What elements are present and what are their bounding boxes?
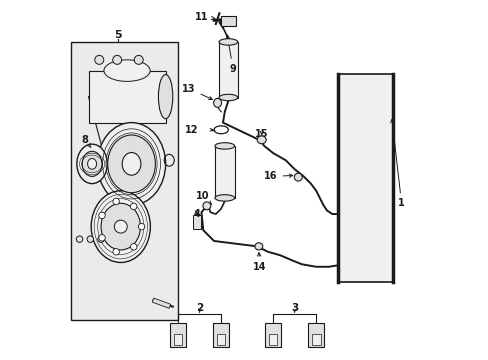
Bar [213, 323, 228, 347]
Ellipse shape [87, 158, 96, 169]
Ellipse shape [134, 55, 143, 64]
Ellipse shape [294, 173, 302, 181]
Circle shape [99, 212, 105, 219]
Bar [265, 323, 281, 347]
Text: 10: 10 [195, 191, 211, 204]
Text: 4: 4 [193, 210, 200, 220]
Ellipse shape [122, 153, 141, 175]
Ellipse shape [257, 136, 265, 144]
Ellipse shape [82, 151, 102, 176]
Ellipse shape [214, 143, 234, 149]
Ellipse shape [107, 135, 155, 193]
Text: 3: 3 [290, 303, 298, 313]
Bar [337, 74, 392, 282]
Text: 7: 7 [137, 159, 146, 169]
Ellipse shape [254, 243, 262, 250]
Circle shape [76, 236, 82, 242]
Ellipse shape [91, 191, 150, 262]
Ellipse shape [203, 202, 210, 210]
Ellipse shape [101, 203, 140, 250]
Bar [219, 42, 237, 98]
Text: 5: 5 [114, 30, 122, 40]
Circle shape [114, 220, 127, 233]
Bar [214, 146, 234, 198]
Circle shape [113, 248, 119, 255]
Bar [311, 334, 320, 345]
Ellipse shape [219, 39, 237, 45]
Text: 15: 15 [254, 129, 268, 139]
Text: 1: 1 [390, 119, 404, 208]
Circle shape [98, 236, 104, 242]
Ellipse shape [97, 123, 165, 205]
Bar [152, 298, 170, 308]
Ellipse shape [219, 94, 237, 101]
Text: 14: 14 [252, 253, 266, 272]
Bar [70, 42, 178, 320]
Text: 6: 6 [115, 216, 122, 226]
Circle shape [130, 244, 137, 250]
Text: 11: 11 [195, 12, 214, 22]
Bar [192, 215, 201, 229]
Circle shape [113, 198, 119, 205]
Text: 8: 8 [81, 135, 91, 148]
Bar [221, 16, 235, 26]
Circle shape [138, 224, 144, 230]
Circle shape [87, 236, 93, 242]
Bar [174, 334, 182, 345]
Ellipse shape [213, 98, 221, 107]
Text: 13: 13 [182, 84, 212, 100]
Ellipse shape [214, 195, 234, 201]
Ellipse shape [95, 55, 103, 64]
Circle shape [130, 203, 137, 210]
Bar [268, 334, 277, 345]
Text: 16: 16 [264, 171, 292, 181]
Ellipse shape [77, 144, 107, 184]
Text: 2: 2 [196, 303, 203, 313]
Text: 12: 12 [184, 125, 198, 135]
Circle shape [99, 235, 105, 241]
Bar [88, 71, 165, 123]
Bar [217, 334, 225, 345]
Bar [308, 323, 324, 347]
Bar [170, 323, 185, 347]
Ellipse shape [104, 60, 150, 81]
Ellipse shape [112, 55, 122, 64]
Ellipse shape [158, 75, 172, 119]
Text: 9: 9 [225, 35, 236, 74]
